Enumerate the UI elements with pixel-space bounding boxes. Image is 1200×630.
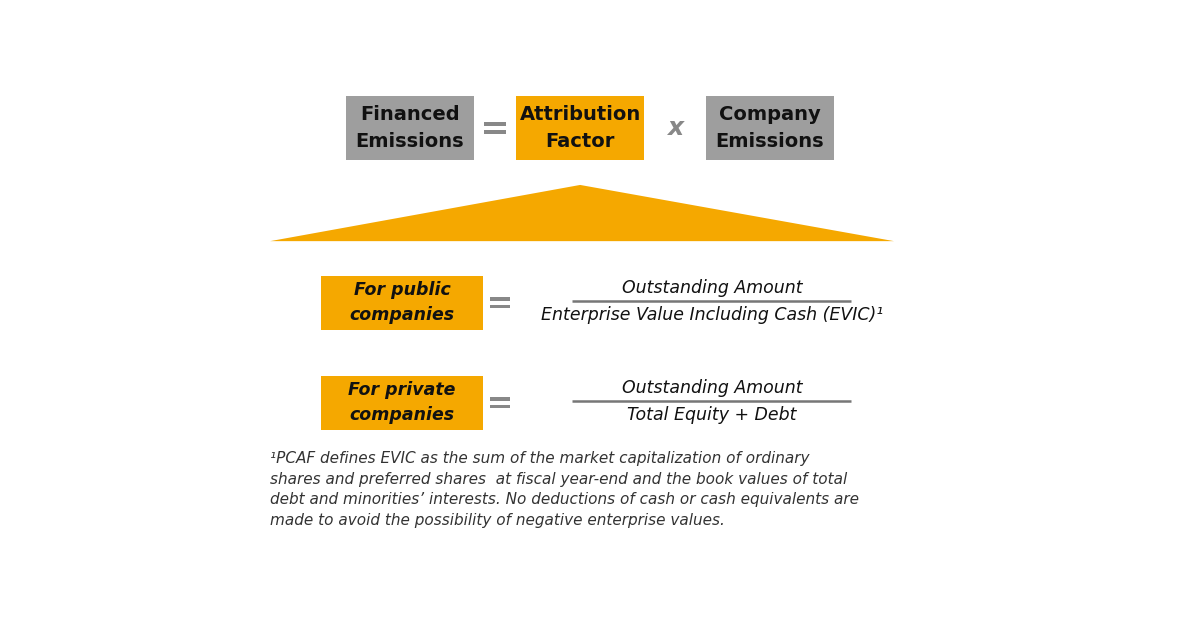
- Text: debt and minorities’ interests. No deductions of cash or cash equivalents are: debt and minorities’ interests. No deduc…: [270, 492, 859, 507]
- Polygon shape: [270, 185, 894, 241]
- FancyBboxPatch shape: [320, 376, 484, 430]
- Text: Attribution
Factor: Attribution Factor: [520, 105, 641, 151]
- FancyBboxPatch shape: [706, 96, 834, 159]
- Text: x: x: [667, 116, 683, 140]
- Text: Enterprise Value Including Cash (EVIC)¹: Enterprise Value Including Cash (EVIC)¹: [541, 306, 883, 324]
- Text: Total Equity + Debt: Total Equity + Debt: [628, 406, 797, 424]
- Text: For private
companies: For private companies: [348, 381, 456, 425]
- FancyBboxPatch shape: [491, 405, 510, 408]
- Text: Outstanding Amount: Outstanding Amount: [622, 379, 802, 397]
- FancyBboxPatch shape: [491, 398, 510, 401]
- Text: Outstanding Amount: Outstanding Amount: [622, 278, 802, 297]
- Text: made to avoid the possibility of negative enterprise values.: made to avoid the possibility of negativ…: [270, 513, 725, 527]
- FancyBboxPatch shape: [516, 96, 644, 159]
- Text: Financed
Emissions: Financed Emissions: [355, 105, 464, 151]
- Text: For public
companies: For public companies: [349, 281, 455, 324]
- FancyBboxPatch shape: [491, 305, 510, 308]
- Text: shares and preferred shares  at fiscal year-end and the book values of total: shares and preferred shares at fiscal ye…: [270, 472, 847, 487]
- FancyBboxPatch shape: [491, 297, 510, 301]
- Text: ¹PCAF defines EVIC as the sum of the market capitalization of ordinary: ¹PCAF defines EVIC as the sum of the mar…: [270, 451, 810, 466]
- FancyBboxPatch shape: [320, 276, 484, 329]
- FancyBboxPatch shape: [484, 122, 505, 126]
- FancyBboxPatch shape: [346, 96, 474, 159]
- Text: Company
Emissions: Company Emissions: [715, 105, 824, 151]
- FancyBboxPatch shape: [484, 130, 505, 134]
